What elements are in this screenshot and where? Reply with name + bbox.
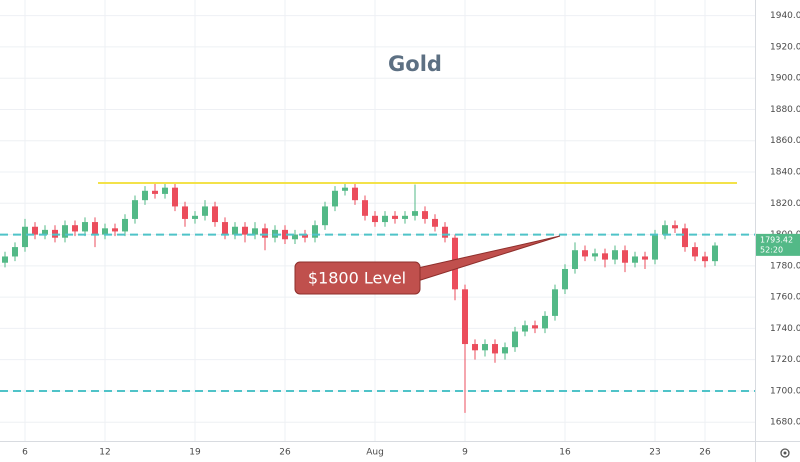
y-tick-label: 1900.00	[770, 74, 800, 84]
candle-body	[612, 250, 618, 260]
candle-body	[512, 331, 518, 348]
y-tick-label: 1720.00	[770, 355, 800, 365]
candle-body	[72, 225, 78, 232]
candle-body	[402, 215, 408, 219]
candle-body	[132, 200, 138, 219]
candle-body	[542, 315, 548, 329]
candle-body	[442, 226, 448, 238]
y-tick-label: 1680.00	[770, 418, 800, 428]
candle-body	[12, 247, 18, 257]
candle-body	[362, 200, 368, 216]
x-tick-label: Aug	[366, 448, 384, 458]
candle-body	[152, 190, 158, 194]
candle-body	[352, 187, 358, 201]
candle-body	[312, 225, 318, 238]
candle-body	[42, 229, 48, 235]
candle-body	[282, 229, 288, 240]
candle-body	[22, 226, 28, 248]
candle-body	[342, 187, 348, 191]
candle-body	[652, 234, 658, 260]
candle-body	[492, 344, 498, 354]
candle-body	[462, 289, 468, 345]
x-tick-label: 19	[189, 448, 201, 458]
last-price-box	[756, 233, 800, 256]
candle-body	[182, 206, 188, 219]
candle-body	[302, 234, 308, 238]
candle-body	[122, 218, 128, 232]
candle-body	[532, 325, 538, 329]
last-price-countdown: 52:20	[760, 245, 783, 254]
candle-body	[32, 226, 38, 235]
chart-title: Gold	[388, 52, 442, 76]
candle-body	[502, 347, 508, 354]
candle-body	[682, 228, 688, 248]
candle-body	[712, 245, 718, 262]
candle-body	[142, 190, 148, 201]
last-price-value: 1793.42	[760, 235, 793, 244]
x-tick-label: 26	[699, 448, 711, 458]
x-tick-label: 6	[22, 448, 28, 458]
candle-body	[632, 256, 638, 263]
x-tick-label: 9	[462, 448, 468, 458]
y-tick-label: 1700.00	[770, 386, 800, 396]
candle-body	[662, 225, 668, 235]
candle-body	[102, 228, 108, 235]
candle-body	[672, 225, 678, 229]
candle-body	[582, 250, 588, 257]
annotation-text: $1800 Level	[308, 269, 406, 288]
candle-body	[202, 206, 208, 216]
candle-body	[562, 268, 568, 290]
x-tick-label: 12	[99, 448, 110, 458]
candle-body	[522, 325, 528, 332]
candle-body	[422, 211, 428, 219]
candle-body	[112, 228, 118, 232]
candle-body	[412, 211, 418, 216]
candle-body	[482, 344, 488, 351]
candle-body	[2, 256, 8, 263]
y-tick-label: 1940.00	[770, 11, 800, 21]
y-tick-label: 1920.00	[770, 42, 800, 52]
annotation-box	[294, 261, 421, 295]
candle-body	[572, 250, 578, 269]
settings-icon[interactable]	[780, 448, 790, 458]
candle-body	[162, 187, 168, 194]
y-tick-label: 1820.00	[770, 199, 800, 209]
y-tick-label: 1780.00	[770, 261, 800, 271]
candle-body	[212, 206, 218, 223]
candle-body	[592, 253, 598, 257]
candle-body	[692, 247, 698, 257]
candle-body	[92, 222, 98, 235]
candle-body	[292, 234, 298, 240]
candle-body	[252, 228, 258, 235]
y-tick-label: 1860.00	[770, 136, 800, 146]
y-tick-label: 1740.00	[770, 324, 800, 334]
candle-body	[332, 190, 338, 207]
candle-body	[172, 187, 178, 207]
candle-body	[192, 215, 198, 219]
candle-body	[382, 215, 388, 223]
candle-body	[82, 222, 88, 232]
candle-body	[372, 215, 378, 223]
y-tick-label: 1760.00	[770, 293, 800, 303]
candle-body	[472, 344, 478, 351]
candle-body	[232, 226, 238, 235]
candle-body	[602, 253, 608, 260]
candle-body	[62, 225, 68, 238]
candle-body	[222, 222, 228, 235]
candle-body	[642, 256, 648, 260]
candle-body	[432, 218, 438, 227]
y-tick-label: 1840.00	[770, 168, 800, 178]
x-tick-label: 26	[279, 448, 291, 458]
candle-body	[622, 250, 628, 263]
candle-body	[392, 215, 398, 219]
candle-body	[262, 228, 268, 238]
x-tick-label: 23	[649, 448, 660, 458]
candle-body	[552, 289, 558, 316]
x-tick-label: 16	[559, 448, 571, 458]
y-tick-label: 1880.00	[770, 105, 800, 115]
candle-body	[702, 256, 708, 262]
candle-body	[242, 226, 248, 235]
candle-body	[322, 206, 328, 226]
